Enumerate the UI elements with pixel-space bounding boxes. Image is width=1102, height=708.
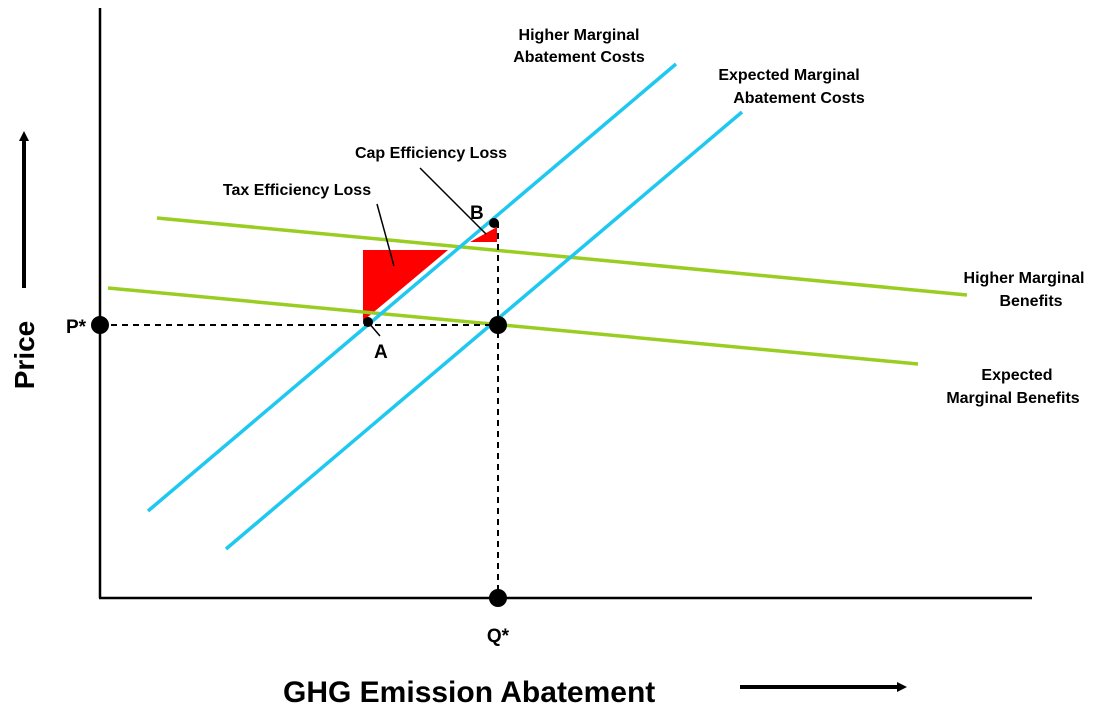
higher-mac-label-line2: Abatement Costs xyxy=(513,49,645,66)
higher-mb-label-line2: Benefits xyxy=(999,293,1062,310)
cap-efficiency-loss-label: Cap Efficiency Loss xyxy=(355,145,507,162)
higher-mb-label-line1: Higher Marginal xyxy=(964,270,1085,287)
higher-mac-line xyxy=(146,62,678,513)
expected-marginal-benefits-line xyxy=(107,286,919,366)
point-b-label: B xyxy=(470,203,484,224)
q-star-point xyxy=(489,589,507,607)
q-star-label: Q* xyxy=(487,626,510,647)
expected-mb-label-line1: Expected xyxy=(981,367,1052,384)
expected-mac-label-line1: Expected Marginal xyxy=(718,67,859,84)
expected-mac-label-line2: Abatement Costs xyxy=(733,90,865,107)
cap-efficiency-loss-area xyxy=(470,227,497,242)
higher-mac-label-line1: Higher Marginal xyxy=(519,27,640,44)
tax-efficiency-loss-area xyxy=(363,250,448,321)
tax-efficiency-loss-label: Tax Efficiency Loss xyxy=(223,182,371,199)
expected-mac-line xyxy=(224,110,744,551)
p-star-point xyxy=(91,316,109,334)
cap-loss-leader-line xyxy=(419,167,487,235)
expected-mb-label-line2: Marginal Benefits xyxy=(946,390,1079,407)
tax-loss-leader-line xyxy=(376,203,395,267)
point-b-marker xyxy=(489,218,499,228)
point-a-marker xyxy=(363,317,373,327)
higher-marginal-benefits-line xyxy=(156,216,968,297)
p-star-label: P* xyxy=(66,317,87,338)
equilibrium-point xyxy=(489,316,507,334)
point-a-label: A xyxy=(374,342,388,363)
x-axis-title: GHG Emission Abatement xyxy=(283,676,655,708)
y-axis-title: Price xyxy=(9,321,40,390)
